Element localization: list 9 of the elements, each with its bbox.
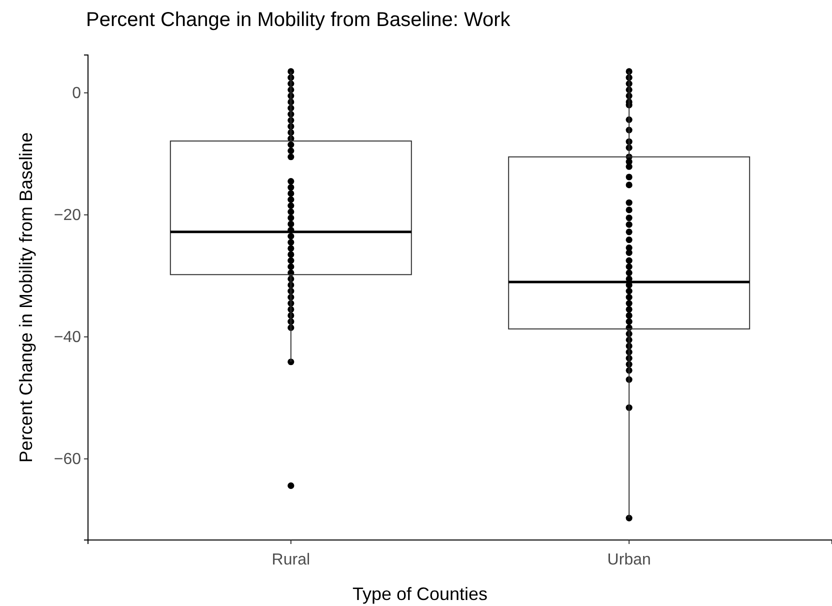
y-tick-label: −60: [54, 450, 82, 468]
x-tick-label: Rural: [272, 552, 310, 569]
y-tick-label: −20: [54, 206, 82, 224]
x-tick-label: Urban: [607, 552, 651, 569]
y-tick-label: 0: [72, 84, 82, 102]
y-axis-title: Percent Change in Mobility from Baseline: [16, 132, 36, 463]
x-axis-title: Type of Counties: [352, 584, 488, 604]
y-tick-label: −40: [54, 328, 82, 346]
chart-title: Percent Change in Mobility from Baseline: Work: [86, 9, 512, 31]
